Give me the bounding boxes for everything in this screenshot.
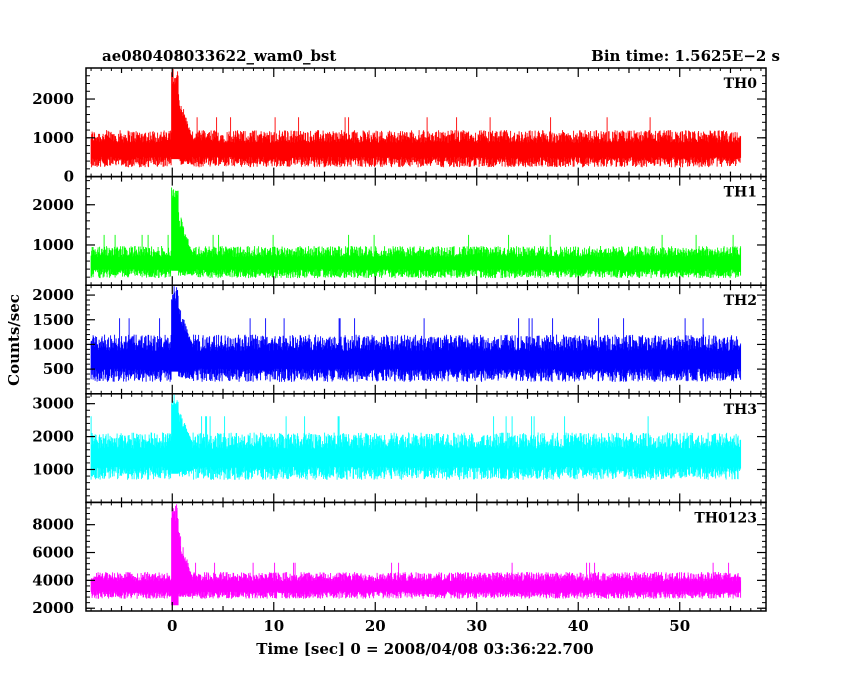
series-th2 <box>90 286 742 382</box>
panels: 0 1000 2000 TH0 1000 2000 TH1 500 1000 1500 2000 TH… <box>32 67 767 617</box>
y-axis-label: Counts/sec <box>5 294 23 386</box>
panel-label: TH2 <box>724 293 757 309</box>
y-tick-label: 1500 <box>32 311 74 329</box>
panel-label: TH0123 <box>694 510 757 526</box>
panel-label: TH1 <box>724 185 757 201</box>
x-tick-label: 40 <box>568 617 589 635</box>
x-tick-label: 10 <box>263 617 284 635</box>
y-tick-label: 1000 <box>32 129 74 147</box>
y-tick-label: 2000 <box>32 599 74 617</box>
y-tick-label: 1000 <box>32 236 74 254</box>
y-tick-label: 3000 <box>32 395 74 413</box>
series-th1 <box>90 187 742 279</box>
x-tick-label: 50 <box>669 617 690 635</box>
panel-th2: 500 1000 1500 2000 TH2 <box>32 284 767 395</box>
panel-label: TH3 <box>724 402 757 418</box>
y-tick-label: 0 <box>64 168 74 186</box>
y-tick-label: 1000 <box>32 460 74 478</box>
panel-th1: 1000 2000 TH1 <box>32 175 767 286</box>
y-tick-label: 4000 <box>32 571 74 589</box>
panel-th0123: 2000 4000 6000 8000 TH0123 <box>32 501 767 617</box>
chart-title-right: Bin time: 1.5625E−2 s <box>591 47 780 65</box>
series-th0 <box>90 69 742 168</box>
y-tick-label: 2000 <box>32 90 74 108</box>
panel-th0: 0 1000 2000 TH0 <box>32 67 767 186</box>
chart-title-left: ae080408033622_wam0_bst <box>102 47 336 65</box>
y-tick-label: 2000 <box>32 286 74 304</box>
series-th3 <box>90 394 742 480</box>
series-th0123 <box>90 504 742 606</box>
y-tick-label: 6000 <box>32 544 74 562</box>
x-tick-label: 0 <box>167 617 177 635</box>
y-tick-label: 2000 <box>32 428 74 446</box>
y-tick-label: 1000 <box>32 335 74 353</box>
y-tick-label: 8000 <box>32 516 74 534</box>
x-tick-label: 30 <box>466 617 487 635</box>
panel-label: TH0 <box>724 76 758 92</box>
y-tick-label: 500 <box>43 360 74 378</box>
y-tick-label: 2000 <box>32 196 74 214</box>
x-axis-label: Time [sec] 0 = 2008/04/08 03:36:22.700 <box>256 640 593 658</box>
x-axis: 0 10 20 30 40 50 <box>167 617 690 635</box>
x-tick-label: 20 <box>365 617 386 635</box>
panel-th3: 1000 2000 3000 TH3 <box>32 393 767 504</box>
